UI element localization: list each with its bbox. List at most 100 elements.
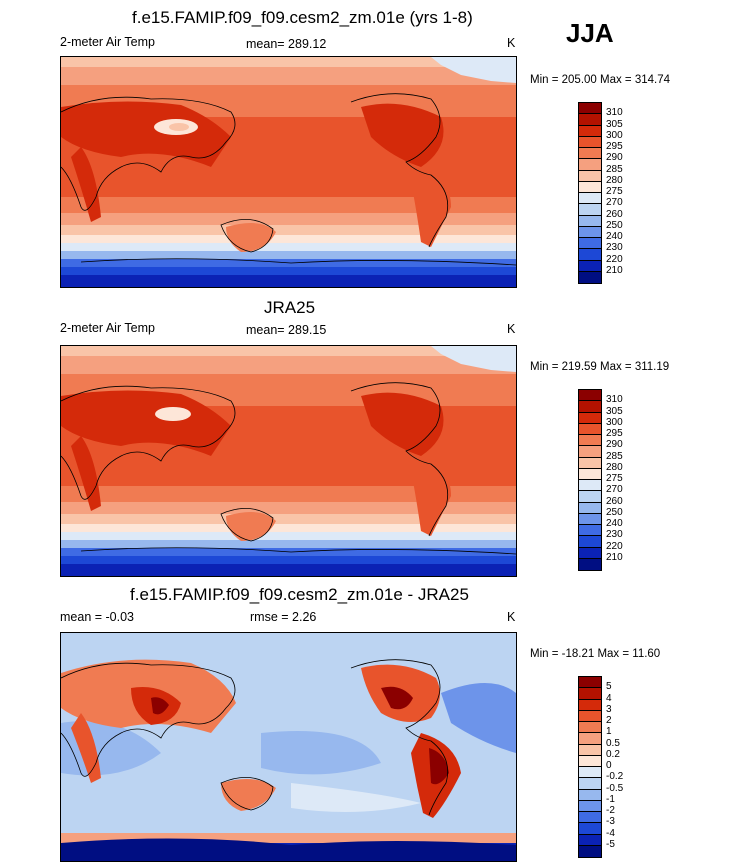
colorbar-tick-label: 280: [606, 461, 623, 473]
colorbar-swatch: [579, 412, 601, 424]
colorbar-tick-label: 230: [606, 529, 623, 541]
colorbar-swatch: [579, 845, 601, 857]
colorbar-swatch: [579, 446, 601, 458]
colorbar-swatch: [579, 513, 601, 525]
colorbar-swatch: [579, 558, 601, 570]
colorbar-tick-label: 250: [606, 219, 623, 231]
colorbar-tick-label: 250: [606, 506, 623, 518]
colorbar-swatch: [579, 148, 601, 160]
colorbar-tick-label: 270: [606, 197, 623, 209]
colorbar-tick-label: 310: [606, 394, 623, 406]
colorbar-tick-label: 300: [606, 416, 623, 428]
colorbar-swatch: [579, 502, 601, 514]
model-temperature-map: [60, 56, 517, 288]
colorbar-tick-label: 2: [606, 715, 612, 726]
colorbar-tick-label: -5: [606, 838, 615, 850]
colorbar-tick-label: 310: [606, 107, 623, 119]
colorbar-tick-label: 275: [606, 186, 623, 197]
colorbar-tick-label: 220: [606, 253, 623, 265]
colorbar-tick-label: 260: [606, 208, 623, 220]
panel2-variable-label: 2-meter Air Temp: [60, 321, 155, 335]
colorbar-tick-label: 295: [606, 428, 623, 439]
colorbar-swatch: [579, 271, 601, 283]
colorbar-swatch: [579, 710, 601, 722]
colorbar-swatch: [579, 238, 601, 250]
temperature-colorbar-1: [578, 102, 602, 284]
colorbar-tick-label: 210: [606, 264, 623, 276]
colorbar-swatch: [579, 170, 601, 182]
colorbar-tick-label: 300: [606, 129, 623, 141]
colorbar-swatch: [579, 789, 601, 801]
colorbar-swatch: [579, 181, 601, 193]
colorbar-swatch: [579, 468, 601, 480]
colorbar-tick-label: 4: [606, 692, 612, 704]
reanalysis-temperature-map: [60, 345, 517, 577]
colorbar-tick-label: -0.5: [606, 782, 624, 794]
colorbar-tick-label: -0.2: [606, 771, 624, 783]
colorbar-swatch: [579, 103, 601, 115]
colorbar-tick-label: 240: [606, 518, 623, 529]
colorbar-tick-label: 3: [606, 703, 612, 715]
colorbar-swatch: [579, 401, 601, 413]
colorbar-tick-label: 270: [606, 484, 623, 496]
panel2-units-label: K: [507, 322, 516, 336]
colorbar-tick-label: 0.5: [606, 737, 620, 749]
colorbar-swatch: [579, 536, 601, 548]
colorbar-tick-label: 305: [606, 405, 623, 417]
colorbar-swatch: [579, 125, 601, 137]
colorbar-tick-label: 260: [606, 495, 623, 507]
colorbar-swatch: [579, 722, 601, 734]
colorbar-swatch: [579, 193, 601, 205]
colorbar-tick-label: 220: [606, 540, 623, 552]
colorbar-tick-label: 5: [606, 681, 612, 693]
colorbar-tick-label: 290: [606, 439, 623, 451]
colorbar-swatch: [579, 834, 601, 846]
colorbar-tick-label: 0.2: [606, 748, 620, 760]
colorbar-swatch: [579, 688, 601, 700]
season-label: JJA: [566, 18, 614, 48]
panel1-minmax: Min = 205.00 Max = 314.74: [530, 74, 671, 86]
colorbar-swatch: [579, 823, 601, 835]
panel2-title: JRA25: [264, 298, 316, 317]
colorbar-swatch: [579, 547, 601, 559]
colorbar-tick-label: 1: [606, 726, 612, 738]
panel1-units-label: K: [507, 36, 516, 50]
colorbar-swatch: [579, 491, 601, 503]
colorbar-swatch: [579, 755, 601, 767]
colorbar-tick-label: 230: [606, 242, 623, 254]
panel1-title: f.e15.FAMIP.f09_f09.cesm2_zm.01e (yrs 1-…: [132, 8, 473, 27]
colorbar-swatch: [579, 226, 601, 238]
panel1-variable-label: 2-meter Air Temp: [60, 35, 155, 49]
panel3-rmse-label: rmse = 2.26: [250, 610, 317, 624]
colorbar-swatch: [579, 677, 601, 689]
colorbar-tick-label: 290: [606, 152, 623, 164]
colorbar-tick-label: 240: [606, 231, 623, 242]
colorbar-swatch: [579, 480, 601, 492]
colorbar-swatch: [579, 435, 601, 447]
colorbar-tick-label: 280: [606, 174, 623, 186]
colorbar-swatch: [579, 525, 601, 537]
colorbar-swatch: [579, 136, 601, 148]
colorbar-swatch: [579, 390, 601, 402]
temperature-colorbar-2: [578, 389, 602, 571]
colorbar-tick-label: 275: [606, 473, 623, 484]
colorbar-swatch: [579, 778, 601, 790]
colorbar-swatch: [579, 733, 601, 745]
colorbar-tick-label: -4: [606, 827, 615, 839]
colorbar-tick-label: 285: [606, 163, 623, 175]
colorbar-tick-label: -2: [606, 805, 615, 816]
colorbar-swatch: [579, 249, 601, 261]
colorbar-swatch: [579, 204, 601, 216]
colorbar-swatch: [579, 812, 601, 824]
colorbar-swatch: [579, 215, 601, 227]
colorbar-swatch: [579, 699, 601, 711]
colorbar-tick-label: -3: [606, 816, 615, 828]
panel3-mean-label: mean = -0.03: [60, 610, 135, 624]
panel1-mean-label: mean= 289.12: [246, 37, 327, 51]
panel3-minmax: Min = -18.21 Max = 11.60: [530, 648, 661, 660]
colorbar-tick-label: 295: [606, 141, 623, 152]
colorbar-swatch: [579, 423, 601, 435]
colorbar-swatch: [579, 159, 601, 171]
colorbar-swatch: [579, 800, 601, 812]
colorbar-tick-label: -1: [606, 793, 615, 805]
